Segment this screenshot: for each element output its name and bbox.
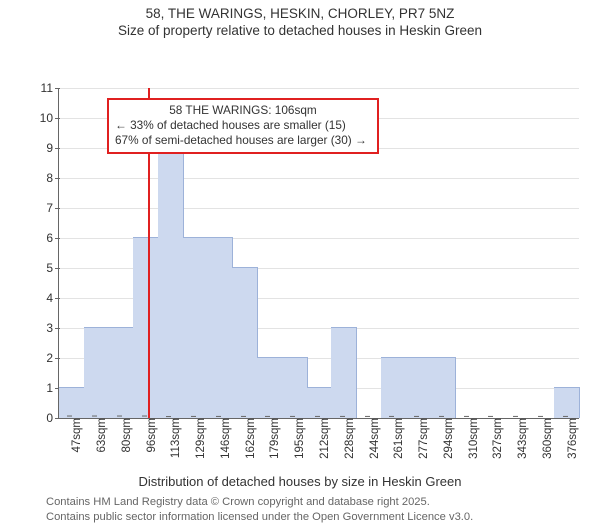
histogram-bar bbox=[406, 357, 432, 418]
x-tick-label: 360sqm bbox=[540, 418, 554, 459]
x-tick-label: 179sqm bbox=[267, 418, 281, 459]
y-tick-label: 4 bbox=[46, 291, 59, 305]
annotation-head: 58 THE WARINGS: 106sqm bbox=[115, 103, 371, 118]
x-tick-label: 146sqm bbox=[218, 418, 232, 459]
x-tick-label: 376sqm bbox=[565, 418, 579, 459]
histogram-bar bbox=[331, 327, 357, 418]
x-tick-label: 47sqm bbox=[69, 418, 83, 453]
annotation-line-2: 67% of semi-detached houses are larger (… bbox=[115, 133, 371, 148]
x-tick-label: 63sqm bbox=[94, 418, 108, 453]
y-tick-label: 0 bbox=[46, 411, 59, 425]
title-sub: Size of property relative to detached ho… bbox=[0, 23, 600, 40]
gridline bbox=[59, 88, 579, 89]
x-tick-label: 261sqm bbox=[391, 418, 405, 459]
y-tick-label: 11 bbox=[41, 81, 59, 95]
histogram-bar bbox=[183, 237, 209, 418]
y-tick-label: 3 bbox=[46, 321, 59, 335]
histogram-bar bbox=[282, 357, 308, 418]
histogram-bar bbox=[307, 387, 333, 418]
histogram-bar bbox=[208, 237, 234, 418]
histogram-bar bbox=[84, 327, 110, 418]
y-tick-label: 6 bbox=[46, 231, 59, 245]
annotation-line-1: ← 33% of detached houses are smaller (15… bbox=[115, 118, 371, 133]
x-tick-label: 96sqm bbox=[144, 418, 158, 453]
histogram-bar bbox=[257, 357, 283, 418]
y-tick-label: 9 bbox=[46, 141, 59, 155]
attribution: Contains HM Land Registry data © Crown c… bbox=[0, 489, 600, 525]
gridline bbox=[59, 178, 579, 179]
x-tick-label: 277sqm bbox=[416, 418, 430, 459]
plot-area: 0123456789101147sqm63sqm80sqm96sqm113sqm… bbox=[58, 88, 579, 419]
annotation-box: 58 THE WARINGS: 106sqm← 33% of detached … bbox=[107, 98, 379, 154]
x-tick-label: 244sqm bbox=[367, 418, 381, 459]
histogram-bar bbox=[133, 237, 159, 418]
histogram-chart: Number of detached properties 0123456789… bbox=[0, 40, 600, 474]
attribution-line-1: Contains HM Land Registry data © Crown c… bbox=[46, 495, 600, 510]
x-tick-label: 343sqm bbox=[515, 418, 529, 459]
x-tick-label: 162sqm bbox=[243, 418, 257, 459]
gridline bbox=[59, 208, 579, 209]
x-tick-label: 327sqm bbox=[490, 418, 504, 459]
histogram-bar bbox=[109, 327, 135, 418]
y-tick-label: 2 bbox=[46, 351, 59, 365]
histogram-bar bbox=[554, 387, 580, 418]
y-tick-label: 5 bbox=[46, 261, 59, 275]
y-tick-label: 1 bbox=[46, 381, 59, 395]
x-tick-label: 195sqm bbox=[292, 418, 306, 459]
histogram-bar bbox=[232, 267, 258, 418]
x-tick-label: 212sqm bbox=[317, 418, 331, 459]
y-tick-label: 10 bbox=[40, 111, 59, 125]
title-main: 58, THE WARINGS, HESKIN, CHORLEY, PR7 5N… bbox=[0, 6, 600, 23]
x-tick-label: 80sqm bbox=[119, 418, 133, 453]
x-axis-label: Distribution of detached houses by size … bbox=[0, 474, 600, 489]
histogram-bar bbox=[59, 387, 85, 418]
histogram-bar bbox=[381, 357, 407, 418]
x-tick-label: 113sqm bbox=[168, 418, 182, 458]
y-tick-label: 7 bbox=[46, 201, 59, 215]
histogram-bar bbox=[430, 357, 456, 418]
histogram-bar bbox=[158, 147, 184, 418]
chart-titles: 58, THE WARINGS, HESKIN, CHORLEY, PR7 5N… bbox=[0, 0, 600, 40]
x-tick-label: 310sqm bbox=[466, 418, 480, 459]
x-tick-label: 294sqm bbox=[441, 418, 455, 459]
y-tick-label: 8 bbox=[46, 171, 59, 185]
attribution-line-2: Contains public sector information licen… bbox=[46, 510, 600, 525]
x-tick-label: 228sqm bbox=[342, 418, 356, 459]
x-tick-label: 129sqm bbox=[193, 418, 207, 459]
